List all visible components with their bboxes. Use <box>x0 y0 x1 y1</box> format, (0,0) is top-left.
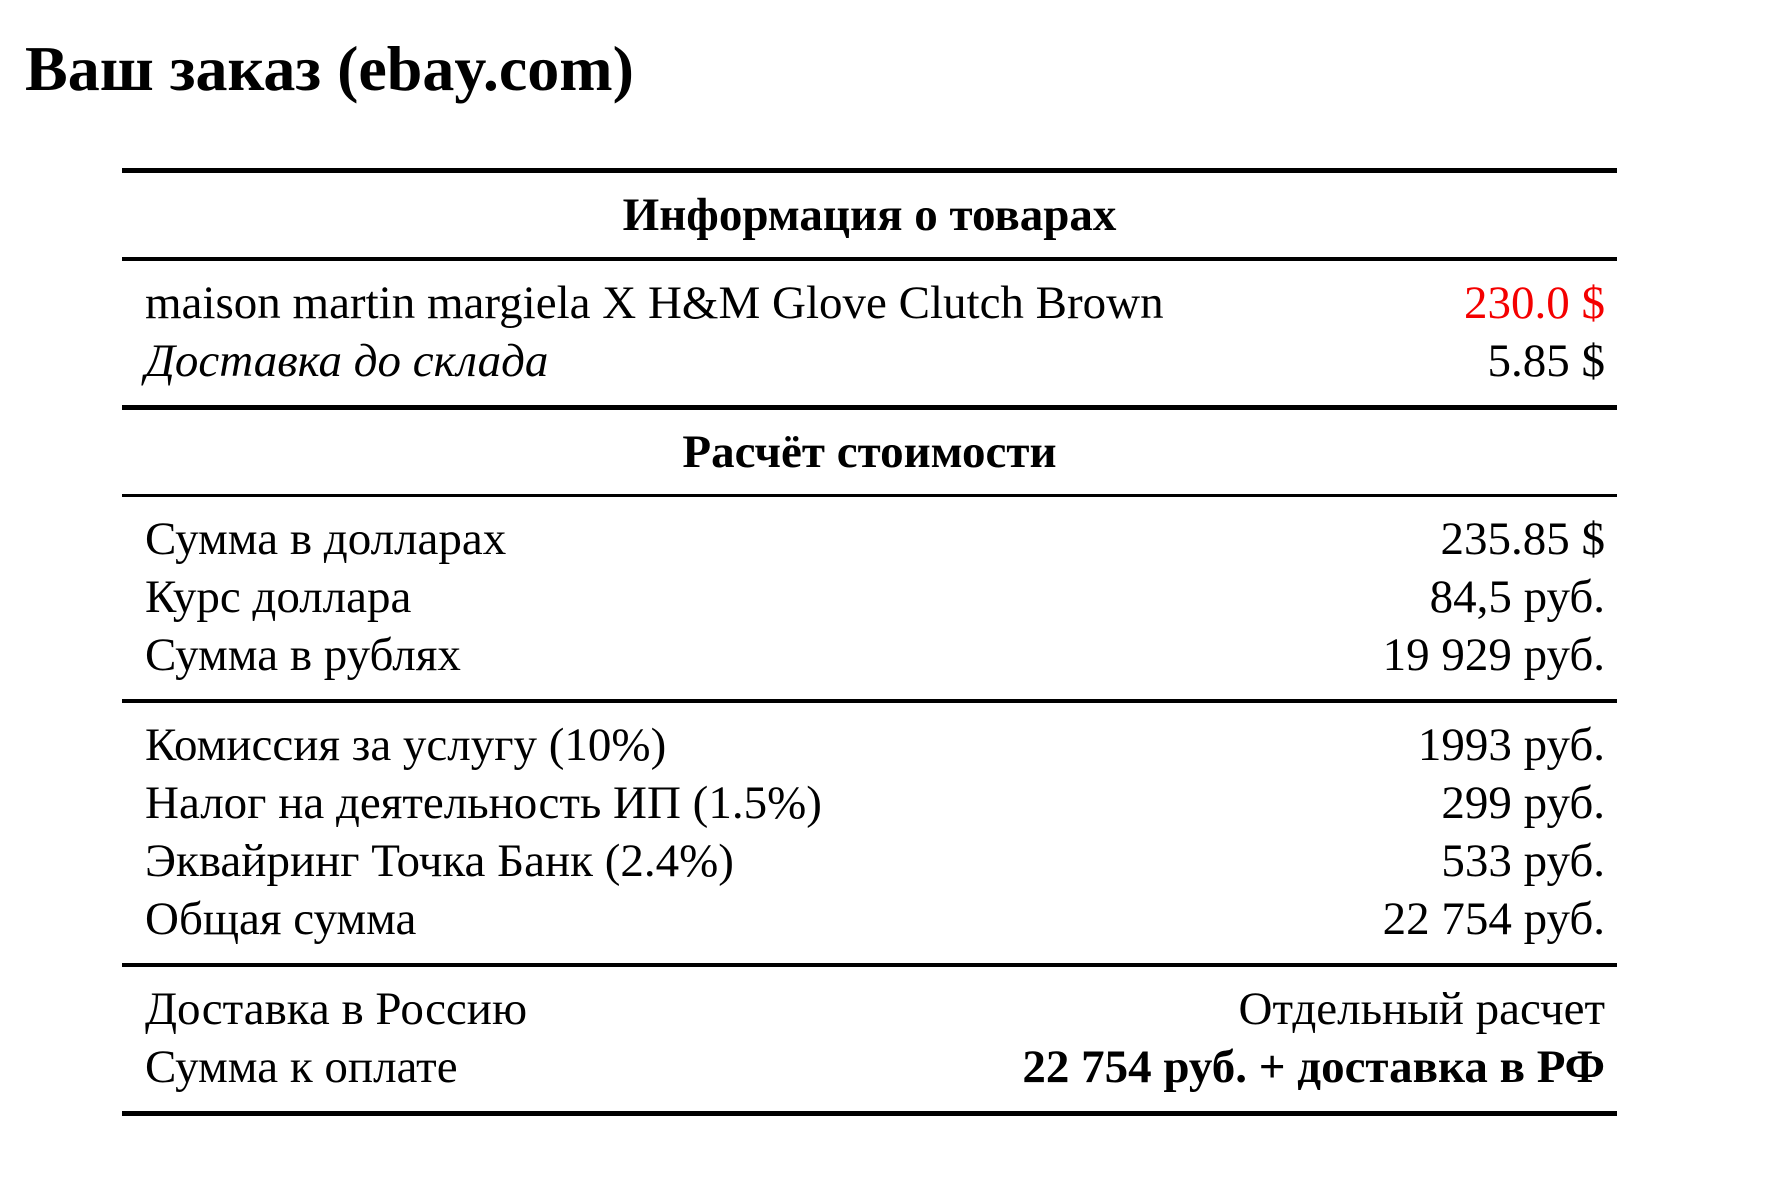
rule-below-calc-header <box>122 494 1617 497</box>
table-row-tax: Налог на деятельность ИП (1.5%) 299 руб. <box>122 774 1617 832</box>
warehouse-delivery-label: Доставка до склада <box>145 335 549 387</box>
final-group: Доставка в Россию Отдельный расчет Сумма… <box>122 967 1617 1111</box>
items-group: maison martin margiela X H&M Glove Clutc… <box>122 261 1617 405</box>
table-row-warehouse-delivery: Доставка до склада 5.85 $ <box>122 332 1617 390</box>
usd-total-label: Сумма в долларах <box>145 513 507 565</box>
russia-delivery-value: Отдельный расчет <box>1238 983 1605 1035</box>
grand-total-label: Общая сумма <box>145 893 417 945</box>
rule-above-final <box>122 963 1617 967</box>
table-row-grand-total: Общая сумма 22 754 руб. <box>122 890 1617 948</box>
table-row-russia-delivery: Доставка в Россию Отдельный расчет <box>122 980 1617 1038</box>
amount-due-label: Сумма к оплате <box>145 1041 458 1093</box>
rule-below-items-header <box>122 257 1617 261</box>
totals-group: Сумма в долларах 235.85 $ Курс доллара 8… <box>122 497 1617 699</box>
table-row-exchange-rate: Курс доллара 84,5 руб. <box>122 568 1617 626</box>
items-section-header: Информация о товарах <box>622 189 1117 241</box>
calc-section-header: Расчёт стоимости <box>682 426 1057 478</box>
rule-above-calc-header <box>122 405 1617 410</box>
item-name: maison martin margiela X H&M Glove Clutc… <box>145 277 1164 329</box>
table-row-item: maison martin margiela X H&M Glove Clutc… <box>122 274 1617 332</box>
rub-total-label: Сумма в рублях <box>145 629 461 681</box>
order-summary-table: Информация о товарах maison martin margi… <box>122 168 1617 1116</box>
fees-group: Комиссия за услугу (10%) 1993 руб. Налог… <box>122 703 1617 963</box>
usd-total-value: 235.85 $ <box>1440 513 1606 565</box>
rule-above-fees <box>122 699 1617 703</box>
order-page: Ваш заказ (ebay.com) Информация о товара… <box>0 32 1775 1192</box>
tax-label: Налог на деятельность ИП (1.5%) <box>145 777 822 829</box>
grand-total-value: 22 754 руб. <box>1382 893 1605 945</box>
exchange-rate-label: Курс доллара <box>145 571 412 623</box>
rule-bottom <box>122 1111 1617 1116</box>
tax-value: 299 руб. <box>1441 777 1605 829</box>
service-fee-value: 1993 руб. <box>1417 719 1605 771</box>
page-title: Ваш заказ (ebay.com) <box>25 33 634 104</box>
warehouse-delivery-price: 5.85 $ <box>1487 335 1606 387</box>
amount-due-value: 22 754 руб. + доставка в РФ <box>1022 1041 1605 1093</box>
acquiring-value: 533 руб. <box>1441 835 1605 887</box>
table-row-usd-total: Сумма в долларах 235.85 $ <box>122 510 1617 568</box>
table-row-amount-due: Сумма к оплате 22 754 руб. + доставка в … <box>122 1038 1617 1096</box>
item-price: 230.0 $ <box>1464 277 1605 329</box>
acquiring-label: Эквайринг Точка Банк (2.4%) <box>145 835 734 887</box>
russia-delivery-label: Доставка в Россию <box>145 983 528 1035</box>
table-row-rub-total: Сумма в рублях 19 929 руб. <box>122 626 1617 684</box>
rub-total-value: 19 929 руб. <box>1382 629 1605 681</box>
table-row-acquiring: Эквайринг Точка Банк (2.4%) 533 руб. <box>122 832 1617 890</box>
table-row-service-fee: Комиссия за услугу (10%) 1993 руб. <box>122 716 1617 774</box>
rule-top <box>122 168 1617 173</box>
service-fee-label: Комиссия за услугу (10%) <box>145 719 667 771</box>
exchange-rate-value: 84,5 руб. <box>1429 571 1605 623</box>
